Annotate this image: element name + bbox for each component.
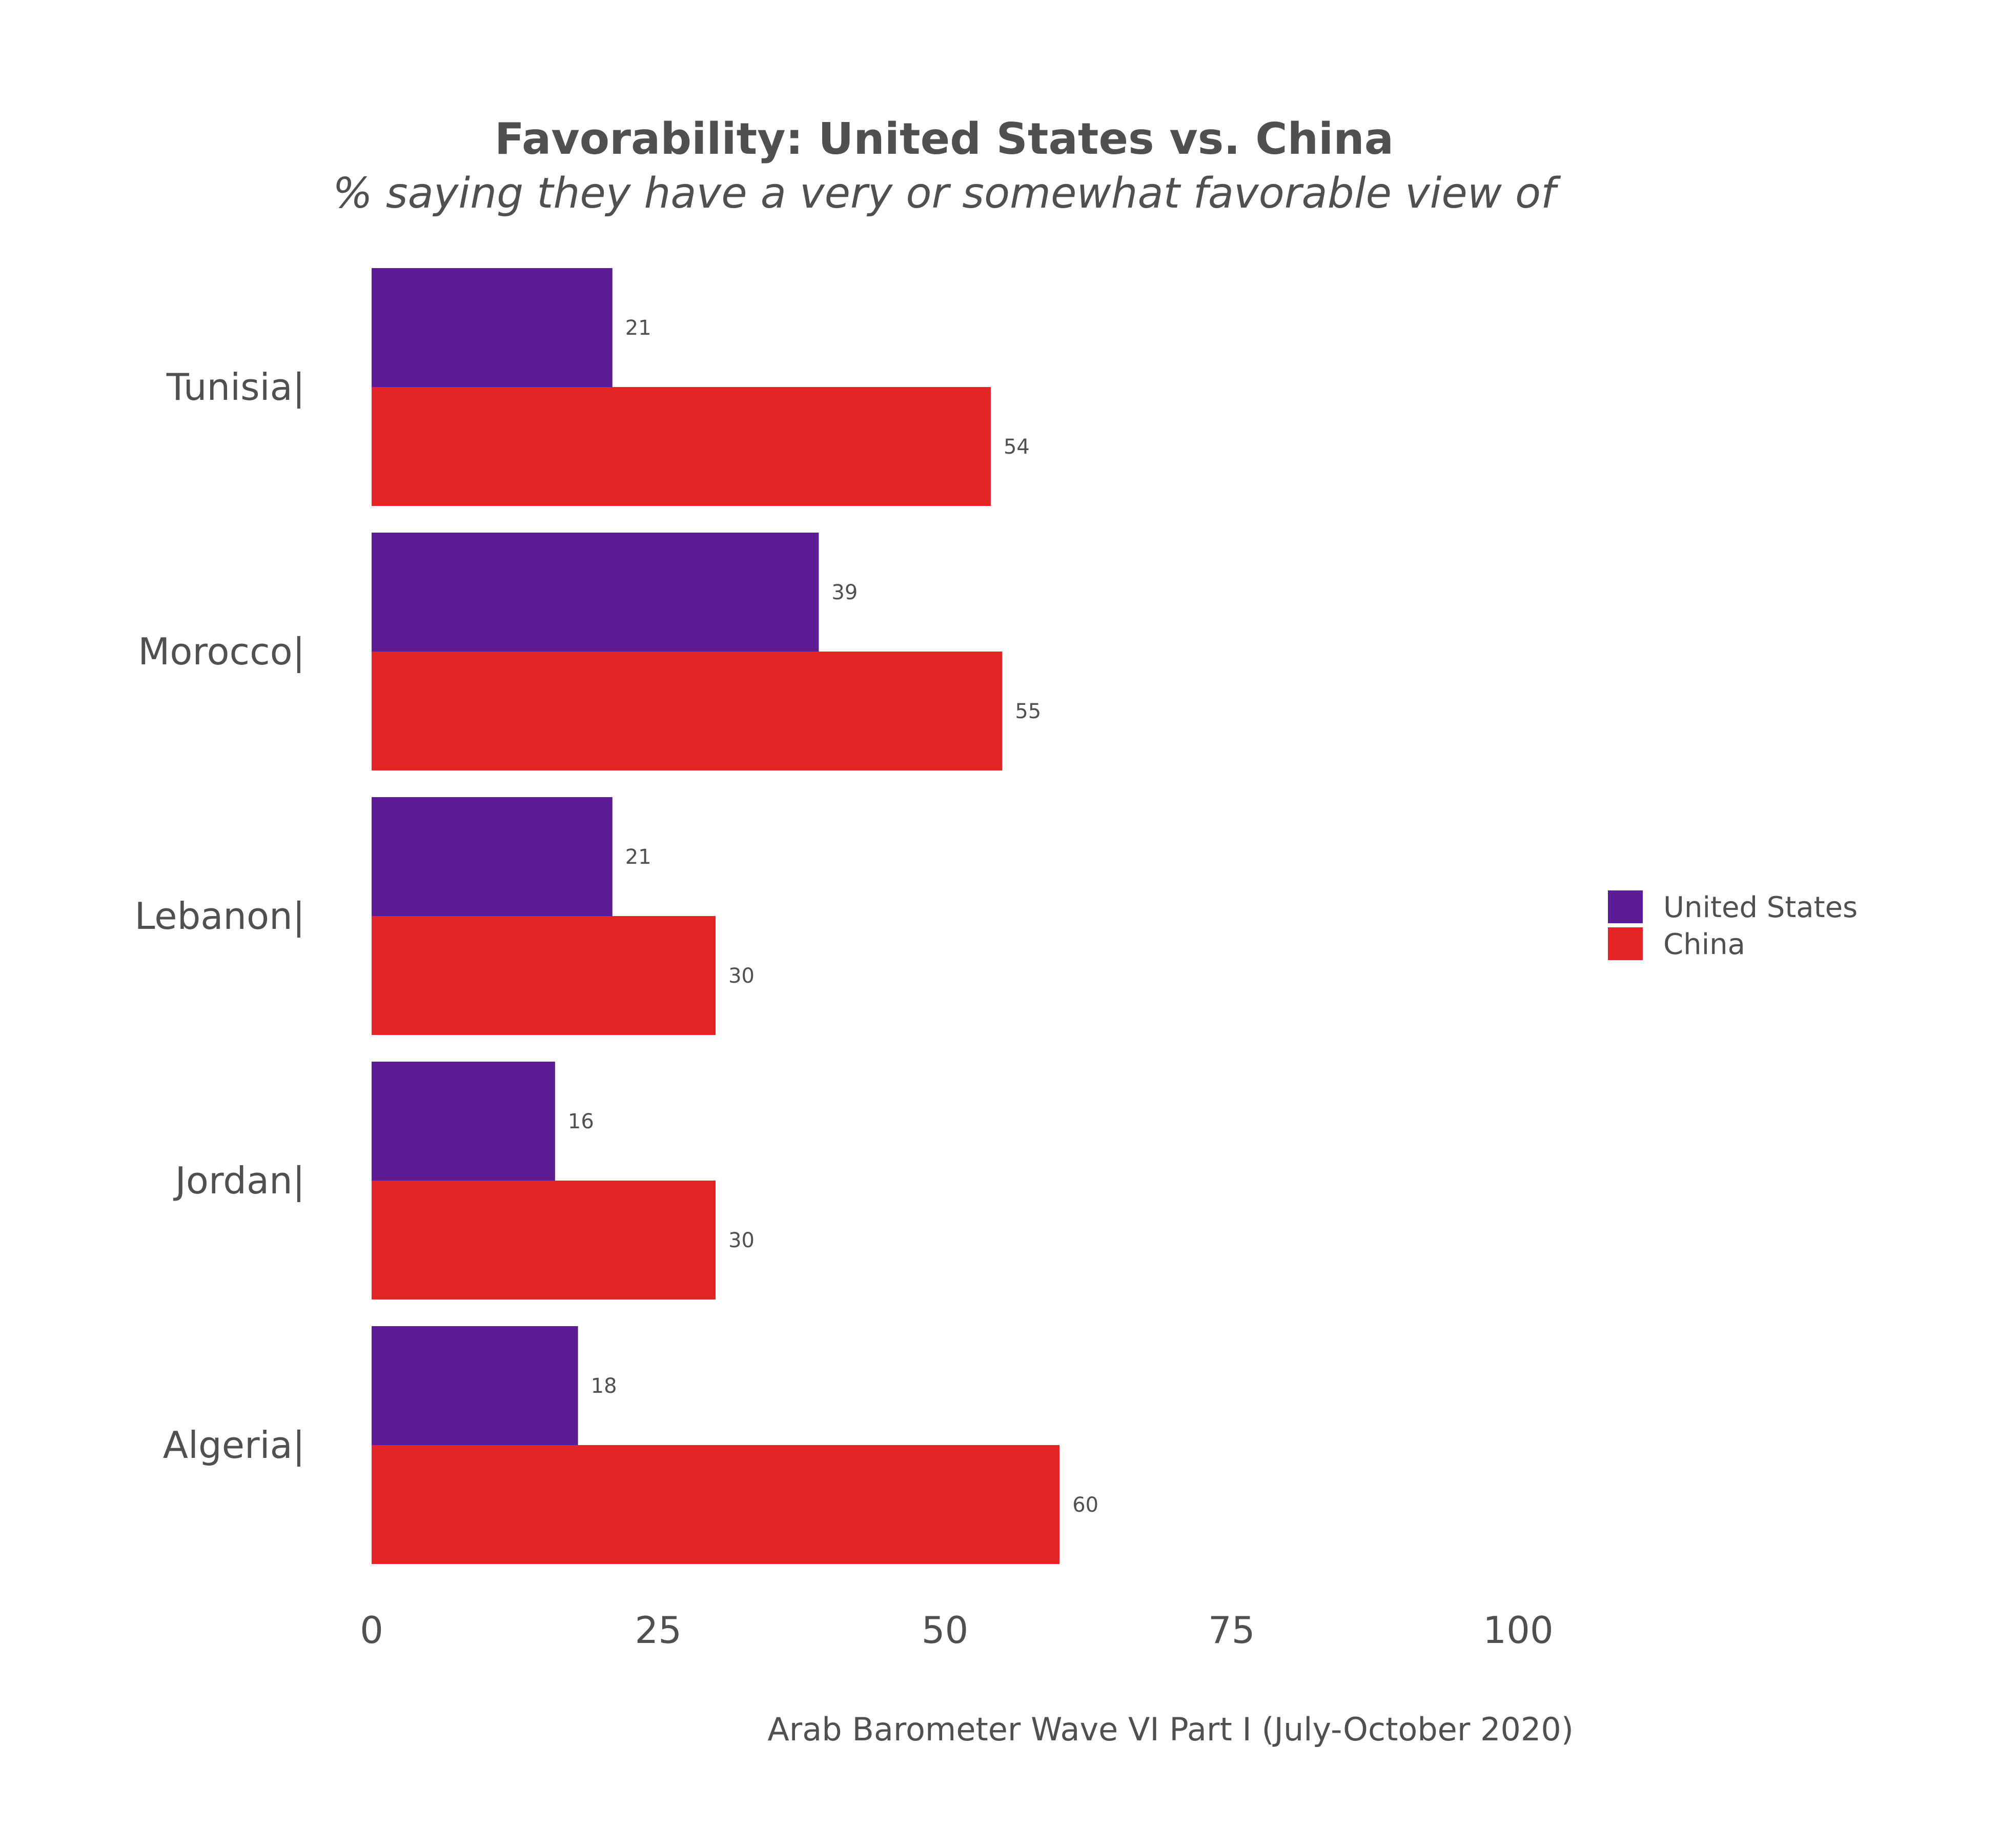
data-label-tunisia-united-states: 21 (625, 316, 651, 340)
legend-label-united-states: United States (1663, 891, 1858, 924)
data-label-algeria-united-states: 18 (591, 1374, 617, 1398)
data-label-tunisia-china: 54 (1004, 435, 1030, 459)
x-tick-label: 50 (922, 1609, 969, 1652)
chart-subtitle: % saying they have a very or somewhat fa… (333, 169, 1561, 218)
bar-tunisia-united-states (372, 268, 613, 387)
bar-lebanon-china (372, 916, 716, 1035)
x-tick-label: 75 (1208, 1609, 1255, 1652)
data-label-algeria-china: 60 (1072, 1493, 1098, 1517)
bar-jordan-united-states (372, 1062, 555, 1181)
bars-layer: 21 54 39 55 21 30 16 30 18 60 (372, 268, 1098, 1564)
legend-swatch-china (1608, 927, 1643, 960)
category-label-algeria: Algeria| (163, 1424, 305, 1467)
x-axis-ticks: 0 25 50 75 100 (360, 1609, 1554, 1652)
data-label-lebanon-china: 30 (728, 964, 754, 988)
bar-jordan-china (372, 1181, 716, 1299)
x-tick-label: 100 (1483, 1609, 1553, 1652)
data-label-jordan-china: 30 (728, 1229, 754, 1252)
x-tick-label: 25 (635, 1609, 682, 1652)
bar-lebanon-united-states (372, 797, 613, 916)
data-label-morocco-china: 55 (1015, 700, 1041, 723)
chart-title: Favorability: United States vs. China (495, 114, 1394, 165)
category-label-jordan: Jordan| (173, 1159, 305, 1203)
bar-algeria-china (372, 1445, 1060, 1564)
category-label-morocco: Morocco| (138, 630, 305, 674)
x-tick-label: 0 (360, 1609, 383, 1652)
data-label-lebanon-united-states: 21 (625, 845, 651, 869)
bar-morocco-united-states (372, 533, 819, 652)
legend-swatch-united-states (1608, 890, 1643, 923)
chart-caption: Arab Barometer Wave VI Part I (July-Octo… (767, 1711, 1574, 1748)
data-label-morocco-united-states: 39 (831, 581, 858, 604)
legend: United States China (1608, 890, 1858, 961)
bar-algeria-united-states (372, 1326, 578, 1445)
data-label-jordan-united-states: 16 (568, 1110, 594, 1133)
legend-label-china: China (1663, 928, 1745, 961)
category-label-tunisia: Tunisia| (166, 365, 305, 409)
category-label-lebanon: Lebanon| (134, 895, 305, 938)
bar-morocco-china (372, 652, 1003, 770)
bar-tunisia-china (372, 387, 991, 506)
category-labels: Tunisia| Morocco| Lebanon| Jordan| Algeria| (134, 365, 305, 1467)
